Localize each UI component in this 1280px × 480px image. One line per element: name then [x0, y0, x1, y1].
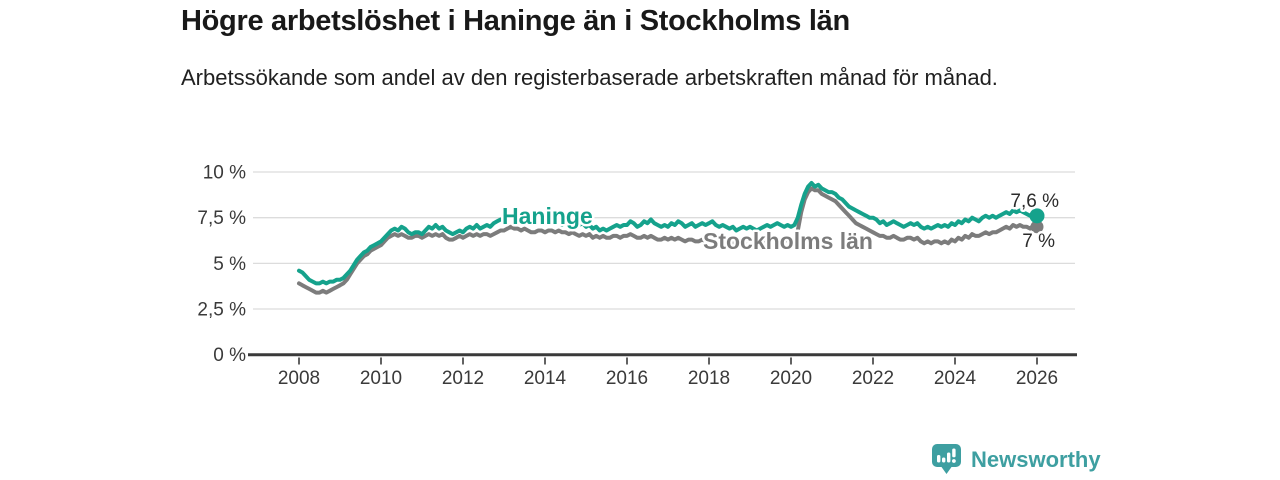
- haninge-series-label: Haninge: [502, 203, 593, 229]
- logo-bar-chart-glyph: [937, 448, 956, 463]
- y-axis-label: 2,5 %: [197, 300, 246, 321]
- newsworthy-logo-icon: [932, 444, 961, 474]
- chart-subtitle: Arbetssökande som andel av den registerb…: [181, 65, 998, 90]
- x-tick-label: 2010: [360, 368, 402, 389]
- stockholms-lan-series-label: Stockholms län: [703, 228, 873, 254]
- haninge-line: [297, 181, 1039, 286]
- logo-bubble-shape: [932, 444, 961, 474]
- x-tick-label: 2022: [852, 368, 894, 389]
- chart-title: Högre arbetslöshet i Haninge än i Stockh…: [181, 5, 850, 37]
- stockholms-lan-end-dot: [1030, 220, 1044, 234]
- haninge-end-value-label: 7,6 %: [1010, 191, 1059, 212]
- x-tick-label: 2016: [606, 368, 648, 389]
- x-tick-label: 2012: [442, 368, 484, 389]
- x-tick-label: 2008: [278, 368, 320, 389]
- x-tick-label: 2024: [934, 368, 977, 389]
- x-tick-label: 2026: [1016, 368, 1058, 389]
- x-tick-label: 2014: [524, 368, 567, 389]
- x-tick-label: 2020: [770, 368, 812, 389]
- newsworthy-branding: Newsworthy: [932, 444, 1101, 476]
- y-axis-label: 0 %: [213, 345, 246, 366]
- y-axis-label: 5 %: [213, 254, 246, 275]
- haninge-end-dot: [1029, 208, 1045, 224]
- stockholms-lan-line: [297, 186, 1039, 295]
- y-axis-label: 10 %: [203, 163, 246, 184]
- stockholms-lan-end-value-label: 7 %: [1022, 231, 1055, 252]
- y-axis-label: 7,5 %: [197, 208, 246, 229]
- newsworthy-logo-text: Newsworthy: [971, 447, 1101, 472]
- x-tick-label: 2018: [688, 368, 730, 389]
